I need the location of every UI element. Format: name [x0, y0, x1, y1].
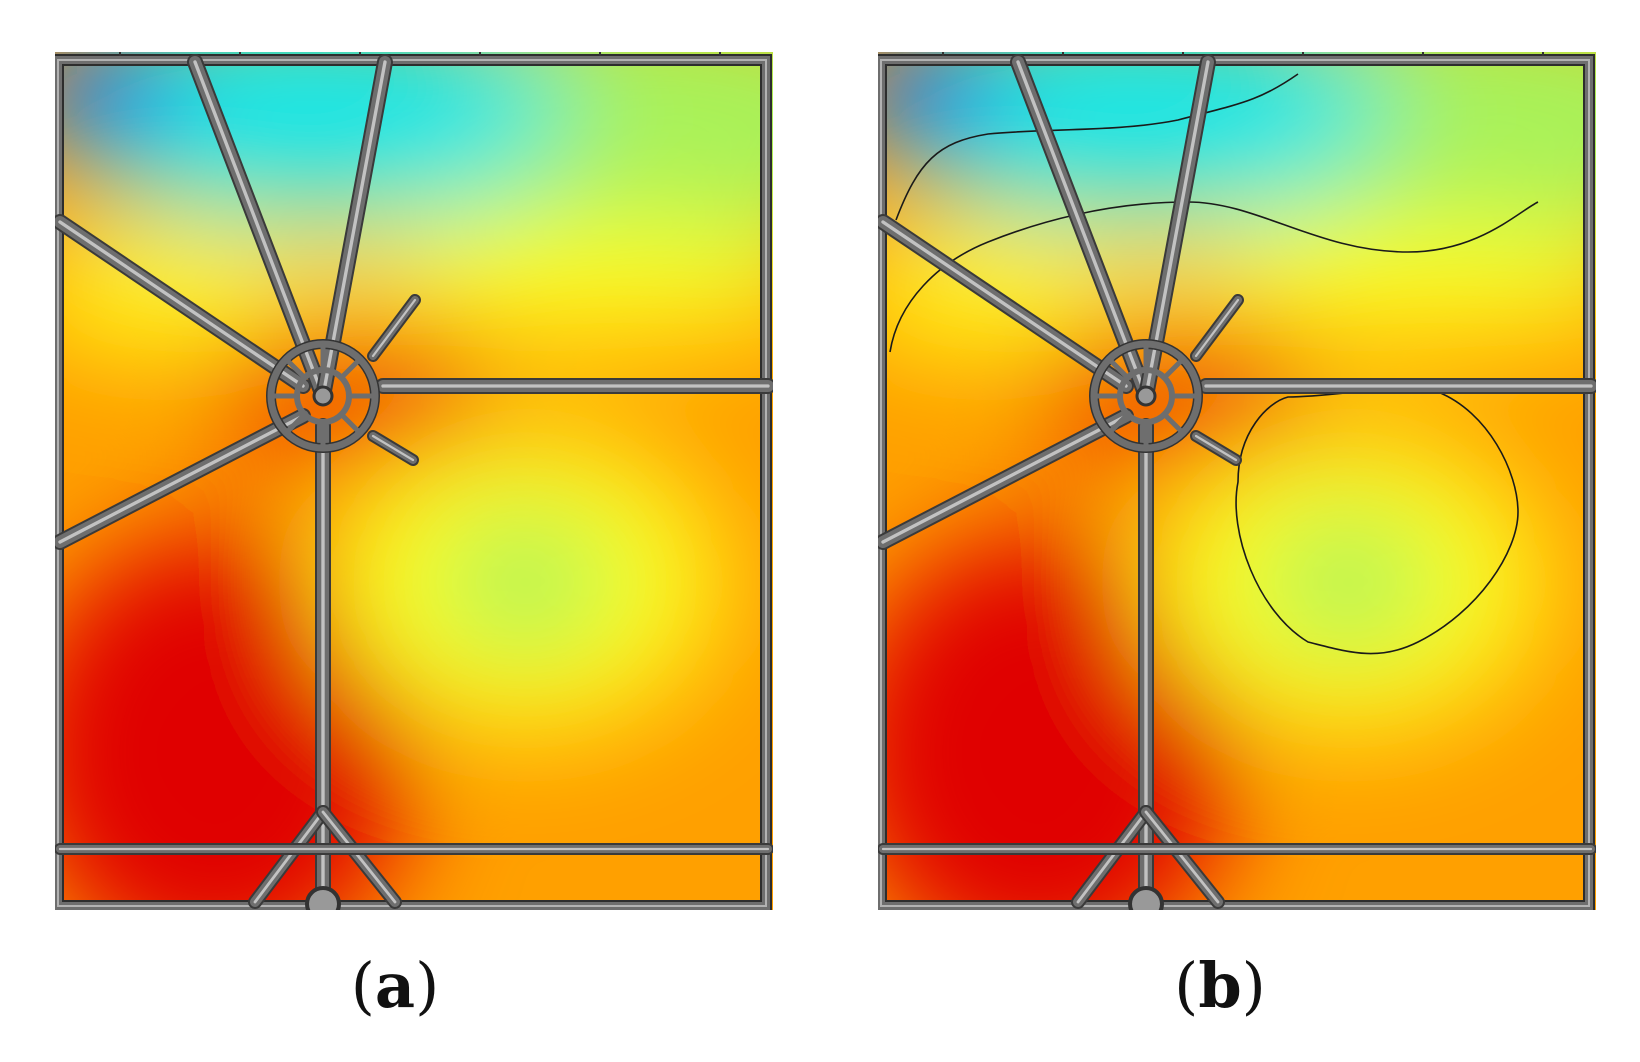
lead-spoke-top-left-highlight [1016, 60, 1148, 398]
rosette-center [1135, 385, 1157, 407]
lead-short-spike-down-highlight [1194, 434, 1238, 462]
panel-a-svg [55, 52, 773, 910]
rosette-spoke [284, 357, 307, 380]
rosette-spoke [1107, 357, 1130, 380]
lead-short-spike-down-highlight [371, 434, 415, 462]
caption-a-letter: a [374, 949, 416, 1022]
caption-b-open-paren: ( [1174, 949, 1199, 1022]
heat-top-yellow-band [315, 222, 773, 342]
rosette-spoke [339, 412, 362, 435]
rosette-spoke [1107, 412, 1130, 435]
lead-arm-left-lower-highlight [58, 414, 305, 544]
heat-corner-blue [55, 52, 165, 152]
lead-bottom-left-leg-highlight [1076, 810, 1148, 904]
lead-spoke-top-left-highlight [193, 60, 325, 398]
heat-right-green-core [1258, 512, 1438, 652]
lead-arm-left-upper-highlight [881, 220, 1128, 388]
window-frame-lead-lines [55, 52, 773, 910]
caption-a: (a) [295, 955, 495, 1017]
rosette-spoke [1162, 357, 1185, 380]
lead-bottom-left-leg-highlight [253, 810, 325, 904]
heat-right-green-core [435, 512, 615, 652]
bottom-rosette [305, 886, 341, 910]
rosette-spoke [284, 412, 307, 435]
outer-frame-highlight [880, 59, 1590, 907]
bottom-rosette [1128, 886, 1164, 910]
caption-a-close-paren: ) [415, 949, 440, 1022]
caption-b-letter: b [1198, 949, 1242, 1022]
caption-a-open-paren: ( [350, 949, 375, 1022]
contour-upper [895, 73, 1299, 221]
lead-bottom-right-leg-highlight [321, 810, 397, 904]
heat-top-cyan [878, 52, 1388, 222]
lead-short-spike-up-highlight [1194, 298, 1240, 358]
contour-right-island [1235, 387, 1519, 655]
window-frame-lead-lines [878, 52, 1596, 910]
panel-b-svg [878, 52, 1596, 910]
panel-a-heatmap [55, 52, 773, 910]
heat-top-yellow-band [1138, 222, 1596, 342]
lead-bottom-right-leg-highlight [1144, 810, 1220, 904]
rosette-center [312, 385, 334, 407]
rosette-spoke [339, 357, 362, 380]
caption-b: (b) [1120, 955, 1320, 1017]
rosette-spoke [1162, 412, 1185, 435]
lead-short-spike-up-highlight [371, 298, 417, 358]
heat-top-cyan [55, 52, 565, 222]
heat-corner-blue [878, 52, 988, 152]
lead-arm-left-lower-highlight [881, 414, 1128, 544]
panel-b-heatmap [878, 52, 1596, 910]
outer-frame-highlight [57, 59, 767, 907]
caption-b-close-paren: ) [1241, 949, 1266, 1022]
lead-arm-left-upper-highlight [58, 220, 305, 388]
